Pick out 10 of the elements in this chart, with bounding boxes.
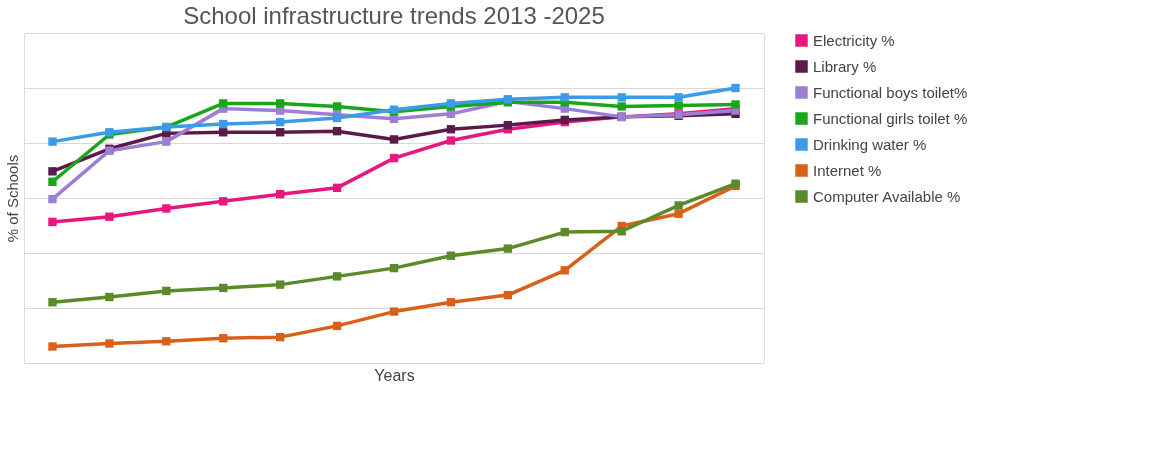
legend-label: Internet %	[813, 161, 882, 179]
chart-title: School infrastructure trends 2013 -2025	[183, 2, 605, 29]
y-axis-title: % of Schools	[3, 154, 21, 243]
legend-label: Computer Available %	[813, 187, 961, 205]
legend-label: Functional girls toilet %	[813, 109, 968, 127]
x-axis-title: Years	[374, 366, 415, 384]
legend-label: Electricity %	[813, 31, 895, 49]
legend-label: Library %	[813, 57, 877, 75]
legend-label: Drinking water %	[813, 135, 927, 153]
legend-label: Functional boys toilet%	[813, 83, 968, 101]
